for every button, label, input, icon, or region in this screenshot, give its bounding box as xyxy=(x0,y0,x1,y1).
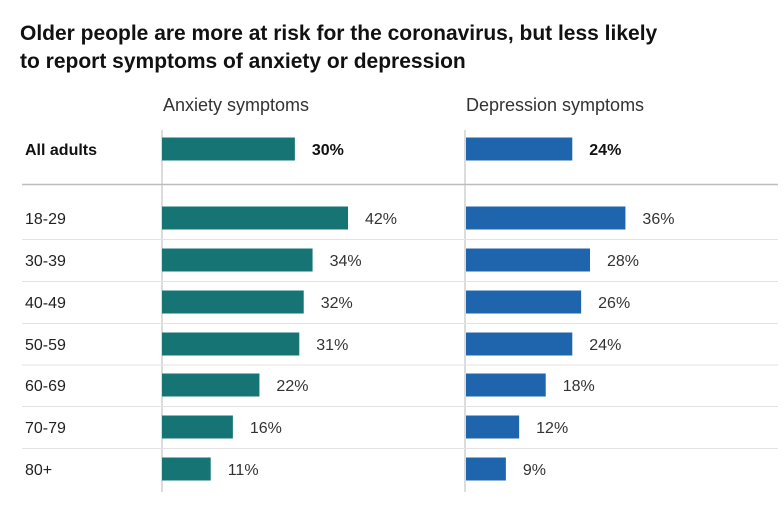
bar-depression-symptoms-80 xyxy=(466,457,506,481)
category-label-50-59: 50-59 xyxy=(25,337,66,354)
category-label-all-adults: All adults xyxy=(25,142,97,159)
series-header-depression: Depression symptoms xyxy=(466,95,644,115)
category-label-80: 80+ xyxy=(25,462,52,479)
value-label-depression-symptoms-all-adults: 24% xyxy=(589,142,621,159)
bar-depression-symptoms-70-79 xyxy=(466,415,520,439)
bar-anxiety-symptoms-all-adults xyxy=(162,137,295,161)
value-label-anxiety-symptoms-50-59: 31% xyxy=(316,337,348,354)
bar-anxiety-symptoms-30-39 xyxy=(162,248,313,272)
series-header-anxiety: Anxiety symptoms xyxy=(163,95,309,115)
value-label-anxiety-symptoms-30-39: 34% xyxy=(330,253,362,270)
category-label-60-69: 60-69 xyxy=(25,378,66,395)
chart-title-line-1: Older people are more at risk for the co… xyxy=(20,22,658,45)
bar-depression-symptoms-40-49 xyxy=(466,290,582,314)
bar-anxiety-symptoms-80 xyxy=(162,457,211,481)
value-label-anxiety-symptoms-70-79: 16% xyxy=(250,420,282,437)
value-label-depression-symptoms-60-69: 18% xyxy=(563,378,595,395)
value-label-depression-symptoms-18-29: 36% xyxy=(642,211,674,228)
bar-anxiety-symptoms-50-59 xyxy=(162,332,300,356)
value-label-depression-symptoms-30-39: 28% xyxy=(607,253,639,270)
category-label-30-39: 30-39 xyxy=(25,253,66,270)
bar-depression-symptoms-30-39 xyxy=(466,248,590,272)
value-label-anxiety-symptoms-18-29: 42% xyxy=(365,211,397,228)
value-label-anxiety-symptoms-40-49: 32% xyxy=(321,295,353,312)
value-label-depression-symptoms-70-79: 12% xyxy=(536,420,568,437)
chart-rows: All adults 30% 24% 18-29 42% 36% 30-39 34% 28% 40… xyxy=(22,137,778,481)
bar-anxiety-symptoms-40-49 xyxy=(162,290,304,314)
value-label-anxiety-symptoms-80: 11% xyxy=(228,462,259,479)
category-label-40-49: 40-49 xyxy=(25,295,66,312)
value-label-anxiety-symptoms-60-69: 22% xyxy=(276,378,308,395)
value-label-depression-symptoms-40-49: 26% xyxy=(598,295,630,312)
bar-depression-symptoms-all-adults xyxy=(466,137,573,161)
bar-depression-symptoms-50-59 xyxy=(466,332,573,356)
bar-anxiety-symptoms-18-29 xyxy=(162,206,348,230)
value-label-depression-symptoms-80: 9% xyxy=(523,462,546,479)
bar-anxiety-symptoms-60-69 xyxy=(162,373,260,397)
bar-depression-symptoms-18-29 xyxy=(466,206,626,230)
bar-anxiety-symptoms-70-79 xyxy=(162,415,233,439)
category-label-70-79: 70-79 xyxy=(25,420,66,437)
value-label-depression-symptoms-50-59: 24% xyxy=(589,337,621,354)
chart-title-line-2: to report symptoms of anxiety or depress… xyxy=(20,50,466,73)
category-label-18-29: 18-29 xyxy=(25,211,66,228)
value-label-anxiety-symptoms-all-adults: 30% xyxy=(312,142,344,159)
bar-depression-symptoms-60-69 xyxy=(466,373,546,397)
